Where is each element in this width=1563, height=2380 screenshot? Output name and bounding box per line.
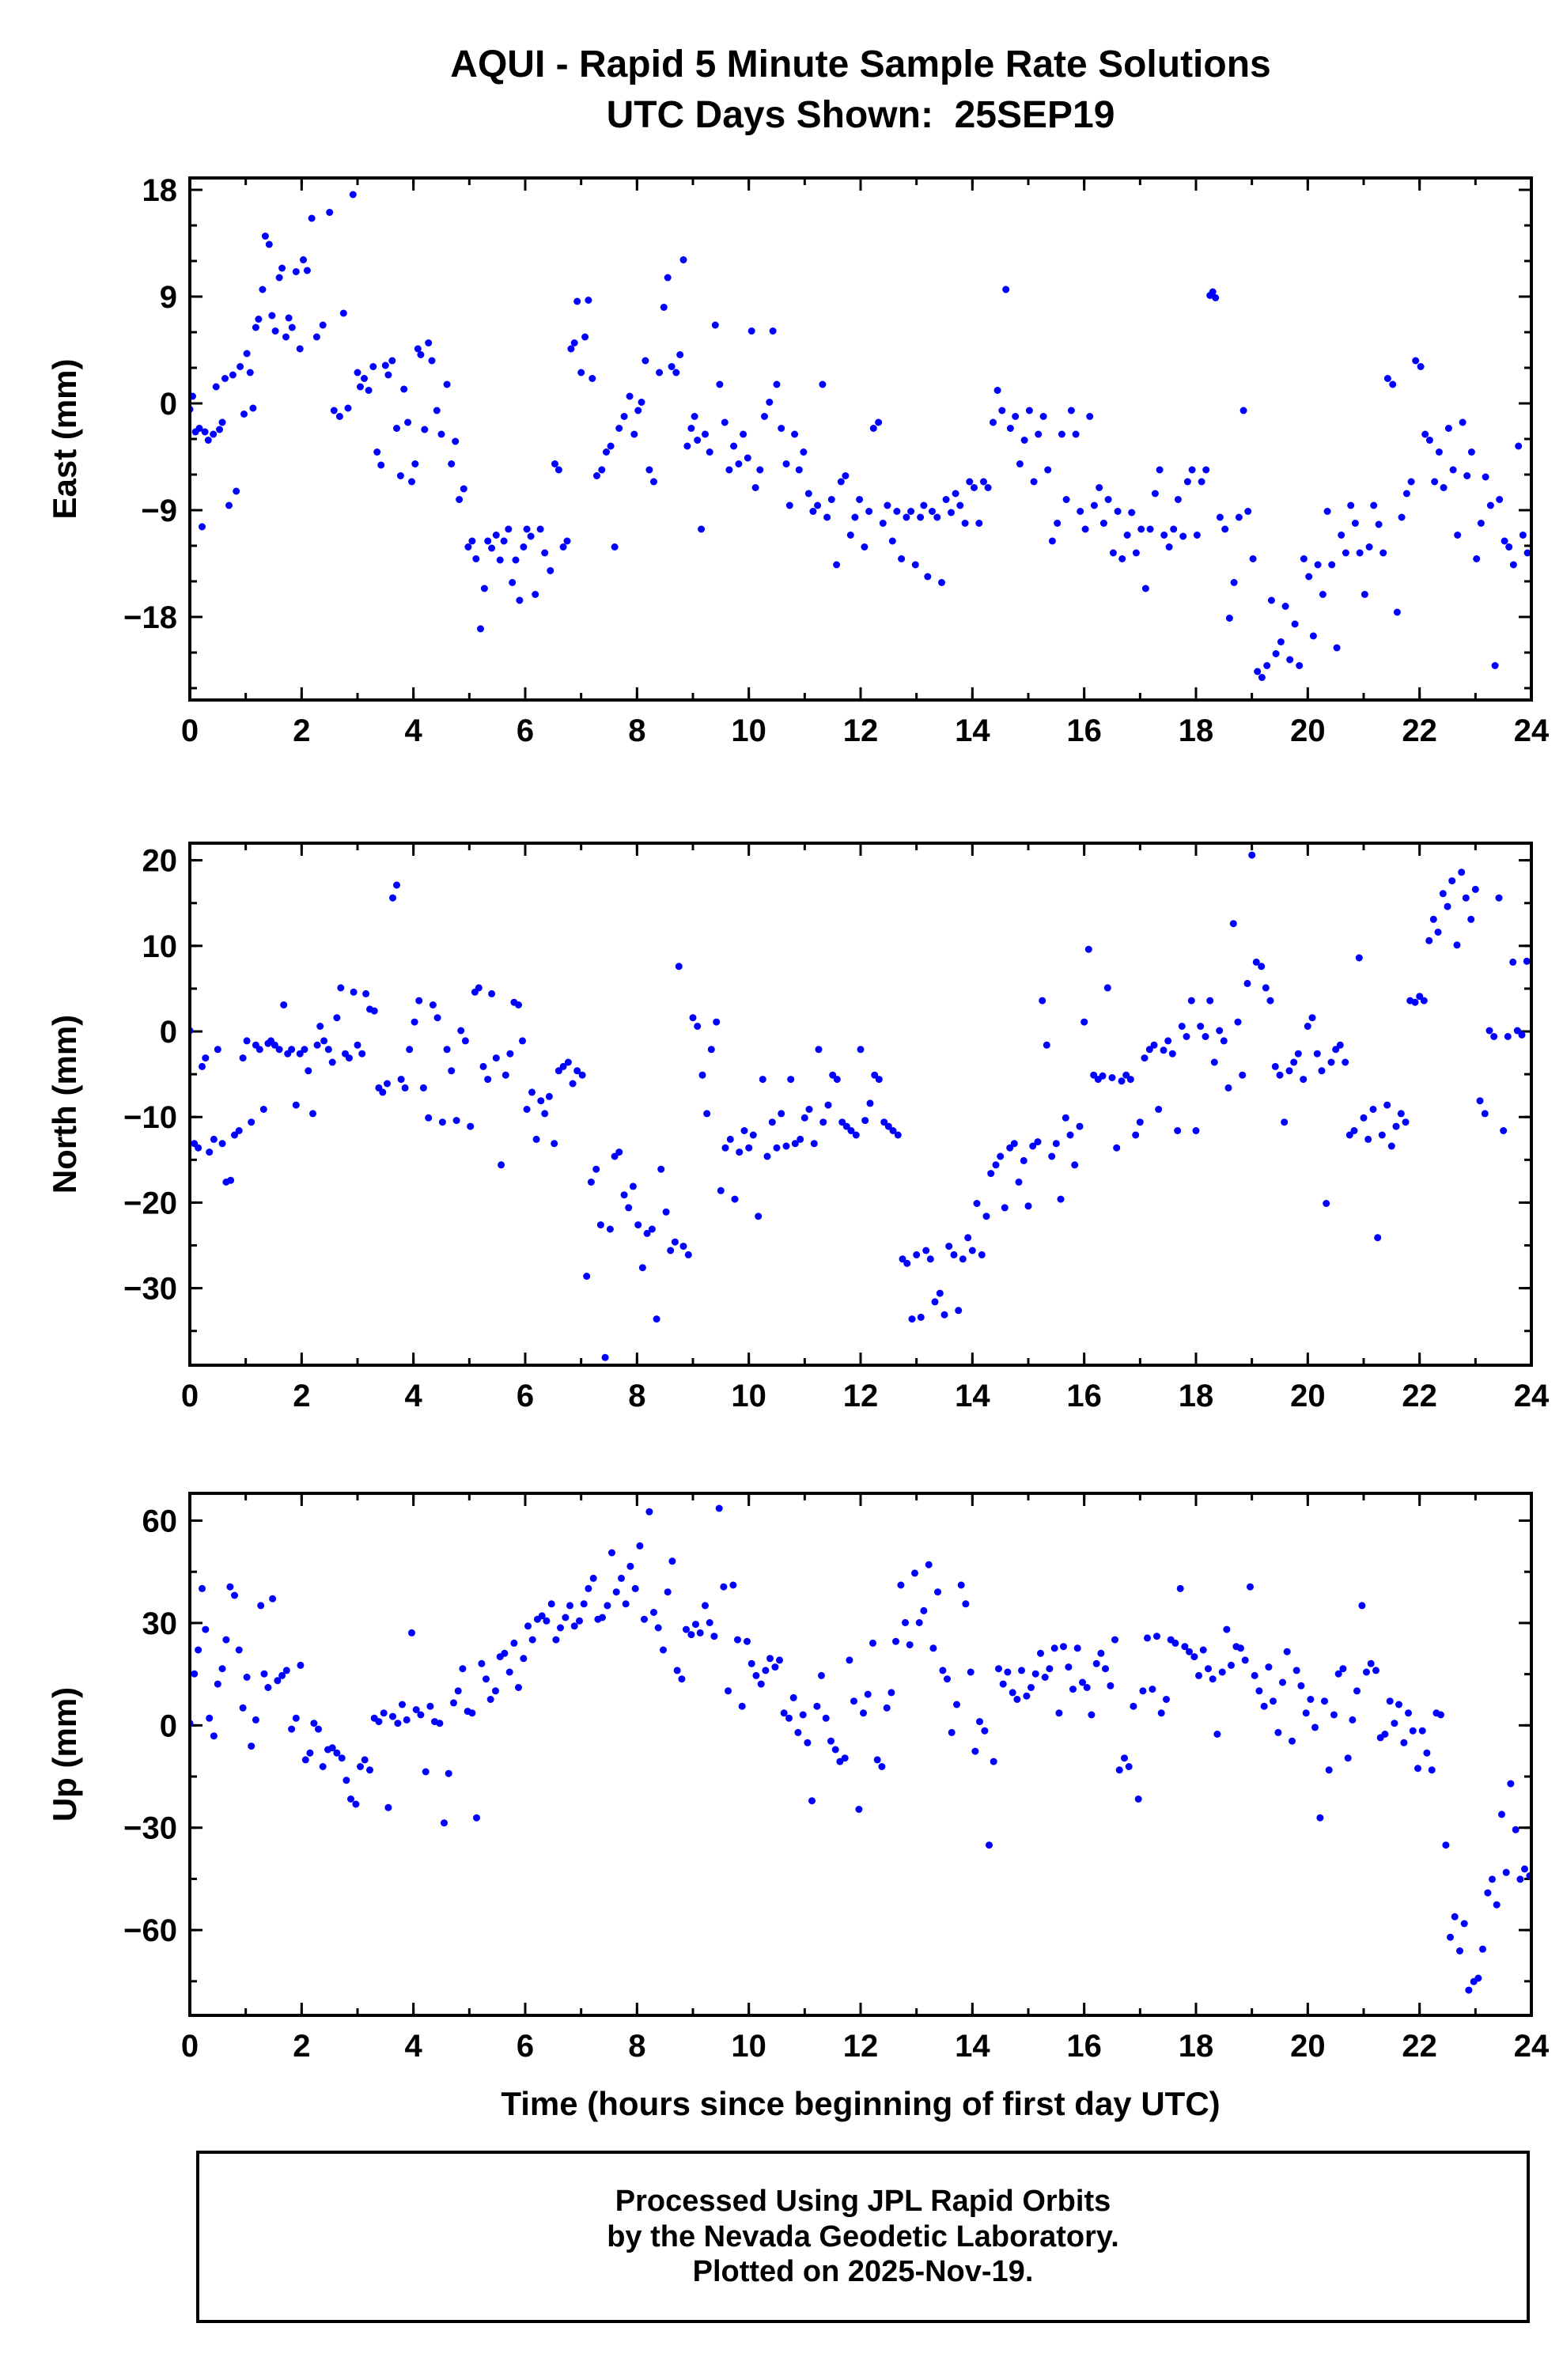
y-tick-label: 0 bbox=[160, 1015, 177, 1050]
x-tick-label: 16 bbox=[1066, 2029, 1102, 2064]
y-tick-label: −10 bbox=[123, 1100, 177, 1135]
y-tick-label: 0 bbox=[160, 387, 177, 422]
x-tick-label: 10 bbox=[731, 713, 766, 748]
y-tick-label: 10 bbox=[142, 929, 178, 964]
north-plot-frame bbox=[188, 842, 1533, 1367]
x-tick-label: 16 bbox=[1066, 713, 1102, 748]
x-tick-label: 2 bbox=[293, 713, 310, 748]
x-axis-title: Time (hours since beginning of first day… bbox=[501, 2085, 1221, 2122]
y-tick-label: −20 bbox=[123, 1186, 177, 1220]
y-tick-label: 20 bbox=[142, 844, 178, 879]
x-tick-label: 20 bbox=[1290, 713, 1326, 748]
x-tick-label: 6 bbox=[517, 1379, 534, 1413]
footer-line-3: Plotted on 2025-Nov-19. bbox=[692, 2255, 1034, 2289]
y-tick-label: 18 bbox=[142, 173, 178, 208]
x-tick-label: 4 bbox=[405, 2029, 423, 2064]
y-tick-label: −60 bbox=[123, 1913, 177, 1948]
north-scatter-points bbox=[190, 851, 1531, 1361]
x-tick-label: 10 bbox=[731, 1379, 766, 1413]
x-tick-label: 16 bbox=[1066, 1379, 1102, 1413]
y-tick-label: −30 bbox=[123, 1811, 177, 1846]
x-tick-label: 4 bbox=[405, 713, 423, 748]
north-y-axis-title: North (mm) bbox=[46, 1015, 83, 1194]
chart-subtitle: UTC Days Shown: 25SEP19 bbox=[606, 94, 1115, 136]
chart-title: AQUI - Rapid 5 Minute Sample Rate Soluti… bbox=[450, 44, 1271, 85]
x-tick-label: 18 bbox=[1179, 713, 1214, 748]
x-tick-label: 14 bbox=[955, 2029, 990, 2064]
y-tick-label: −9 bbox=[141, 494, 177, 528]
x-tick-label: 0 bbox=[181, 2029, 199, 2064]
x-tick-label: 20 bbox=[1290, 1379, 1326, 1413]
x-tick-label: 0 bbox=[181, 1379, 199, 1413]
east-plot-panel: 0 2 4 6 8 10 12 14 16 18 20 22 24 −18 −9 0 9 18 East (mm) bbox=[0, 168, 1563, 758]
x-tick-label: 22 bbox=[1402, 713, 1437, 748]
x-tick-label: 24 bbox=[1514, 2029, 1550, 2064]
x-tick-label: 2 bbox=[293, 2029, 310, 2064]
x-tick-label: 14 bbox=[955, 1379, 990, 1413]
up-scatter-points bbox=[190, 1504, 1531, 1994]
x-tick-label: 12 bbox=[843, 1379, 879, 1413]
x-tick-label: 18 bbox=[1179, 1379, 1214, 1413]
y-tick-label: 60 bbox=[142, 1504, 178, 1539]
up-y-axis-title: Up (mm) bbox=[46, 1687, 83, 1822]
x-tick-label: 8 bbox=[628, 713, 645, 748]
x-tick-label: 18 bbox=[1179, 2029, 1214, 2064]
x-tick-label: 14 bbox=[955, 713, 990, 748]
x-tick-label: 24 bbox=[1514, 1379, 1550, 1413]
x-tick-label: 20 bbox=[1290, 2029, 1326, 2064]
x-tick-label: 22 bbox=[1402, 2029, 1437, 2064]
up-plot-frame bbox=[188, 1492, 1533, 2017]
x-tick-label: 10 bbox=[731, 2029, 766, 2064]
footer-box: Processed Using JPL Rapid Orbits by the … bbox=[196, 2151, 1530, 2323]
north-plot-panel: 0 2 4 6 8 10 12 14 16 18 20 22 24 −30 −20 −10 0 10 20 North… bbox=[0, 834, 1563, 1423]
x-tick-label: 2 bbox=[293, 1379, 310, 1413]
x-tick-label: 24 bbox=[1514, 713, 1550, 748]
x-tick-label: 12 bbox=[843, 713, 879, 748]
x-tick-label: 22 bbox=[1402, 1379, 1437, 1413]
north-chart-svg: 0 2 4 6 8 10 12 14 16 18 20 22 24−30−20−1001020North… bbox=[46, 842, 1550, 1413]
north-axes bbox=[188, 843, 1533, 1365]
y-tick-label: 9 bbox=[160, 280, 177, 315]
up-plot-panel: 0 2 4 6 8 10 12 14 16 18 20 22 24 −60 −30 0 30 60 Up (mm) bbox=[0, 1484, 1563, 2073]
footer-line-2: by the Nevada Geodetic Laboratory. bbox=[607, 2219, 1119, 2253]
x-tick-label: 8 bbox=[628, 1379, 645, 1413]
x-tick-label: 0 bbox=[181, 713, 199, 748]
y-tick-label: −18 bbox=[123, 600, 177, 635]
x-tick-label: 6 bbox=[517, 713, 534, 748]
y-tick-label: 0 bbox=[160, 1708, 177, 1743]
east-y-axis-title: East (mm) bbox=[46, 358, 83, 519]
y-tick-label: 30 bbox=[142, 1606, 178, 1641]
east-plot-frame bbox=[188, 176, 1533, 702]
footer-line-1: Processed Using JPL Rapid Orbits bbox=[615, 2184, 1111, 2218]
east-scatter-points bbox=[190, 191, 1531, 681]
x-tick-label: 4 bbox=[405, 1379, 423, 1413]
x-tick-label: 6 bbox=[517, 2029, 534, 2064]
east-axes bbox=[188, 178, 1533, 700]
up-axes bbox=[188, 1493, 1533, 2015]
y-tick-label: −30 bbox=[123, 1272, 177, 1307]
x-tick-label: 8 bbox=[628, 2029, 645, 2064]
x-tick-label: 12 bbox=[843, 2029, 879, 2064]
